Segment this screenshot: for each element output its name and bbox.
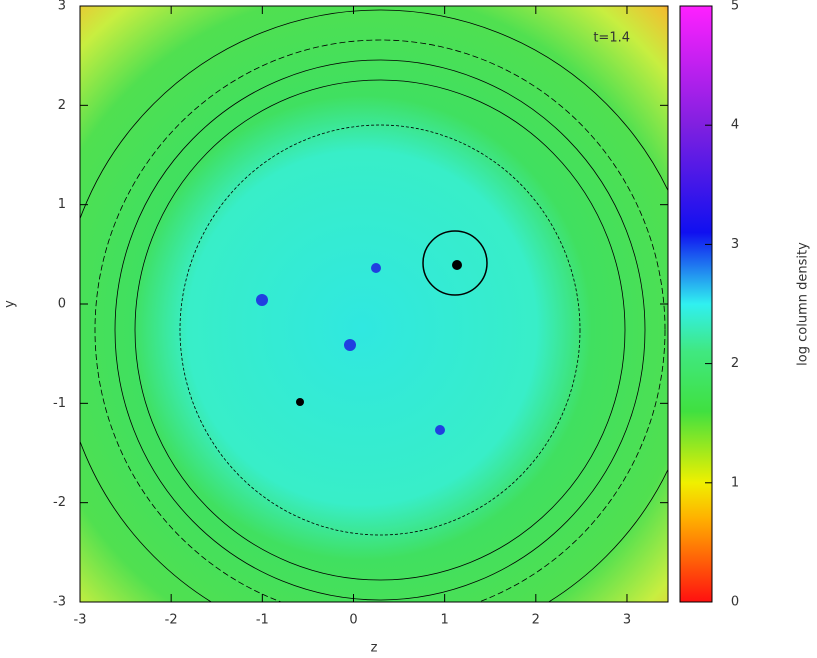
colorbar-tick-label: 5 bbox=[731, 0, 739, 14]
colorbar-tick-label: 1 bbox=[731, 475, 739, 490]
colorbar-tick-label: 2 bbox=[731, 356, 739, 371]
colorbar-tick-label: 4 bbox=[731, 118, 739, 133]
y-tick-label: 1 bbox=[58, 197, 66, 212]
y-tick-label: -1 bbox=[53, 396, 66, 411]
colorbar-tick-label: 3 bbox=[731, 237, 739, 252]
x-tick-label: 1 bbox=[441, 613, 449, 628]
y-tick-label: 2 bbox=[58, 98, 66, 113]
x-tick-label: -3 bbox=[74, 613, 87, 628]
x-tick-label: -1 bbox=[256, 613, 269, 628]
annotation: t=1.4 bbox=[593, 31, 630, 46]
y-tick-label: -3 bbox=[53, 595, 66, 610]
y-axis-label: y bbox=[3, 300, 18, 308]
y-tick-label: 3 bbox=[58, 0, 66, 14]
x-tick-label: 3 bbox=[623, 613, 631, 628]
y-tick-label: -2 bbox=[53, 495, 66, 510]
colorbar-tick-label: 0 bbox=[731, 595, 739, 610]
colorbar bbox=[679, 5, 713, 603]
density-field bbox=[80, 6, 668, 602]
x-tick-label: 2 bbox=[532, 613, 540, 628]
x-tick-label: -2 bbox=[165, 613, 178, 628]
x-axis-label: z bbox=[371, 641, 378, 656]
x-tick-label: 0 bbox=[349, 613, 357, 628]
y-tick-label: 0 bbox=[58, 297, 66, 312]
colorbar-label: log column density bbox=[796, 242, 811, 366]
